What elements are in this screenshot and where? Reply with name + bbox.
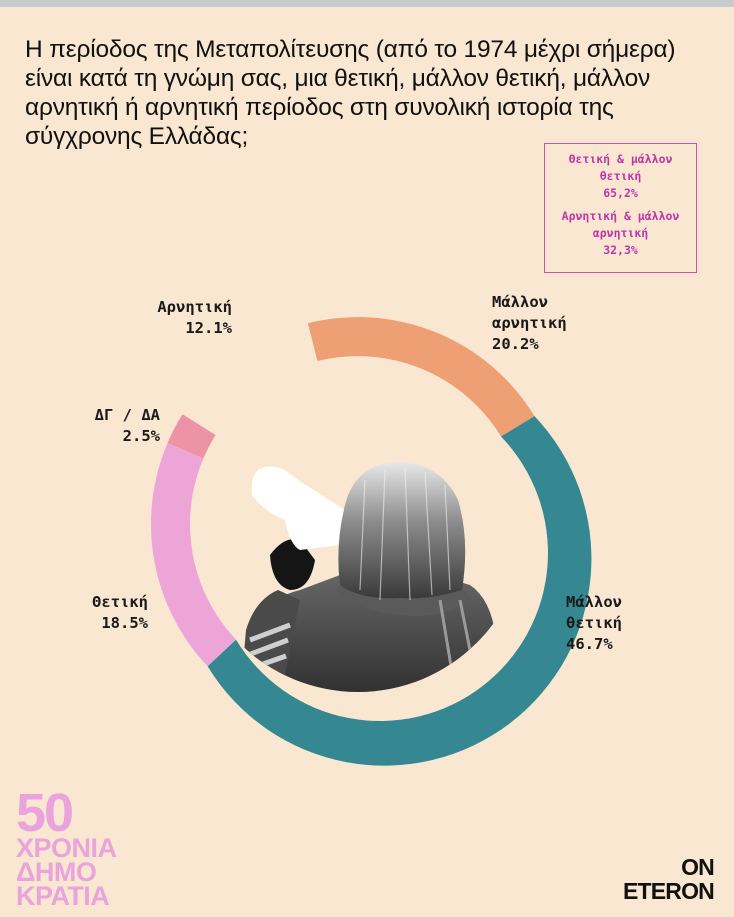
summary-negative: Αρνητική & μάλλον αρνητική 32,3% xyxy=(545,208,696,259)
label-rather-negative-name: Μάλλον xyxy=(492,293,548,311)
label-rather-negative-value: 20.2% xyxy=(492,335,539,353)
summary-positive-value: 65,2% xyxy=(603,186,638,200)
label-dk-na-value: 2.5% xyxy=(122,427,160,445)
segment-positive xyxy=(151,443,236,667)
summary-positive-label-2: θετική xyxy=(599,169,642,183)
brand-line-2: ETERON xyxy=(622,878,715,904)
segment-rather-positive xyxy=(207,416,592,766)
label-rather-positive-name: Μάλλον xyxy=(566,593,622,611)
label-positive-value: 18.5% xyxy=(101,614,148,632)
summary-positive-label: Θετική & μάλλον xyxy=(568,152,673,166)
top-bar xyxy=(0,0,734,7)
label-rather-negative-name-2: αρνητική xyxy=(492,314,567,332)
logo-number: 50 xyxy=(16,783,74,843)
label-rather-negative: Μάλλον αρνητική 20.2% xyxy=(492,292,567,355)
summary-negative-label: Αρνητική & μάλλον xyxy=(561,209,680,223)
label-positive-name: Θετική xyxy=(92,593,148,611)
label-rather-positive-value: 46.7% xyxy=(566,635,613,653)
logo-line-2: ΔΗΜΟ xyxy=(16,857,97,887)
summary-negative-value: 32,3% xyxy=(603,243,638,257)
logo-line-3: ΚΡΑΤΙΑ xyxy=(16,881,110,911)
label-rather-positive-name-2: θετική xyxy=(566,614,622,632)
label-rather-positive: Μάλλον θετική 46.7% xyxy=(566,592,622,655)
summary-positive: Θετική & μάλλον θετική 65,2% xyxy=(545,151,696,202)
label-negative-name: Αρνητική xyxy=(157,298,232,316)
label-dk-na: ΔΓ / ΔΑ 2.5% xyxy=(60,405,160,447)
label-negative-value: 12.1% xyxy=(185,319,232,337)
segment-rather-negative xyxy=(307,317,535,437)
protester-photo xyxy=(240,462,500,692)
segment-dk-na xyxy=(167,414,216,459)
on-eteron-logo: ON ETERON xyxy=(622,854,715,904)
summary-negative-label-2: αρνητική xyxy=(592,226,649,240)
label-dk-na-name: ΔΓ / ΔΑ xyxy=(94,406,160,424)
brand-line-1: ON xyxy=(681,854,715,880)
label-positive: Θετική 18.5% xyxy=(60,592,148,634)
logo-line-1: ΧΡΟΝΙΑ xyxy=(16,833,117,863)
fifty-years-democracy-logo: 50 ΧΡΟΝΙΑ ΔΗΜΟ ΚΡΑΤΙΑ xyxy=(16,783,117,911)
chart-title: Η περίοδος της Μεταπολίτευσης (από το 19… xyxy=(25,36,676,150)
label-negative: Αρνητική 12.1% xyxy=(120,297,232,339)
summary-box: Θετική & μάλλον θετική 65,2% Αρνητική & … xyxy=(544,143,697,273)
